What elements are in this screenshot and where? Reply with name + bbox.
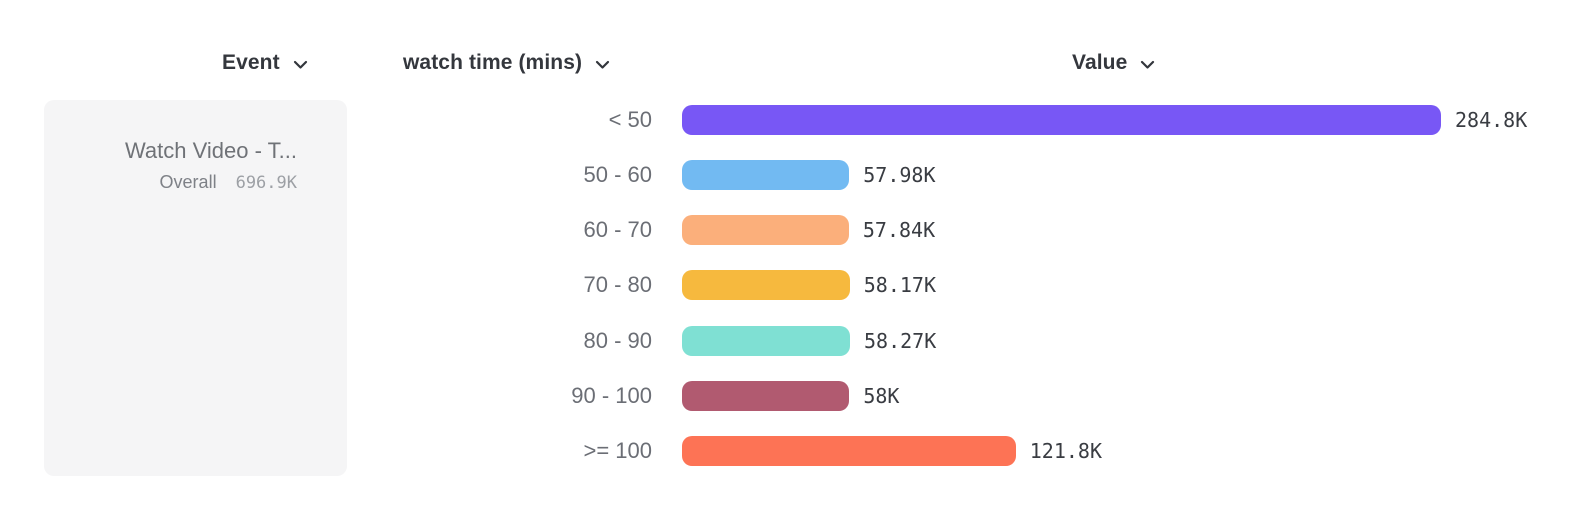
bar-row: < 50 284.8K	[0, 104, 1592, 135]
event-summary: Watch Video - T... Overall 696.9K	[125, 137, 297, 195]
bar-segment[interactable]	[682, 325, 850, 356]
overall-label: Overall	[159, 172, 217, 192]
event-title: Watch Video - T...	[124, 138, 297, 163]
bar-segment[interactable]	[682, 215, 849, 246]
value-column-header[interactable]: Value	[1072, 49, 1155, 77]
bar-segment[interactable]	[682, 159, 850, 190]
bar-row: 90 - 100 58K	[0, 381, 1592, 411]
bucket-label: < 50	[608, 106, 652, 132]
event-panel[interactable]: Watch Video - T... Overall 696.9K	[44, 100, 347, 476]
event-overall: Overall 696.9K	[125, 170, 297, 195]
bucket-label: 50 - 60	[583, 161, 653, 187]
chevron-down-icon	[293, 60, 308, 70]
chevron-down-icon	[595, 60, 610, 70]
bar-value-label: 58K	[863, 384, 900, 408]
overall-value: 696.9K	[235, 173, 297, 193]
event-column-header[interactable]: Event	[222, 49, 308, 77]
event-column-label: Event	[222, 51, 280, 74]
bar-row: >= 100 121.8K	[0, 436, 1592, 467]
bucket-label: 80 - 90	[583, 327, 653, 353]
bar-value-label: 58.27K	[864, 328, 937, 353]
bar-value-label: 57.84K	[862, 218, 936, 243]
bar-segment[interactable]	[682, 104, 1441, 135]
chevron-down-icon	[1140, 60, 1155, 70]
bucket-label: 60 - 70	[583, 217, 653, 243]
bar-value-label: 58.17K	[863, 273, 936, 298]
bar-value-label: 121.8K	[1029, 439, 1102, 464]
bar-row: 60 - 70 57.84K	[0, 215, 1592, 246]
bucket-label: >= 100	[583, 438, 652, 464]
bar-row: 80 - 90 58.27K	[0, 325, 1592, 356]
bar-value-label: 284.8K	[1455, 107, 1528, 132]
bar-segment[interactable]	[682, 436, 1016, 467]
value-column-label: Value	[1072, 51, 1128, 74]
bar-value-label: 57.98K	[863, 162, 936, 187]
breakdown-column-header[interactable]: watch time (mins)	[403, 49, 610, 77]
bar-segment[interactable]	[682, 270, 850, 301]
bar-row: 50 - 60 57.98K	[0, 159, 1592, 190]
breakdown-column-label: watch time (mins)	[403, 51, 583, 74]
bar-row: 70 - 80 58.17K	[0, 270, 1592, 301]
bucket-label: 90 - 100	[571, 383, 652, 408]
bucket-label: 70 - 80	[583, 272, 653, 298]
bar-segment[interactable]	[682, 381, 850, 411]
